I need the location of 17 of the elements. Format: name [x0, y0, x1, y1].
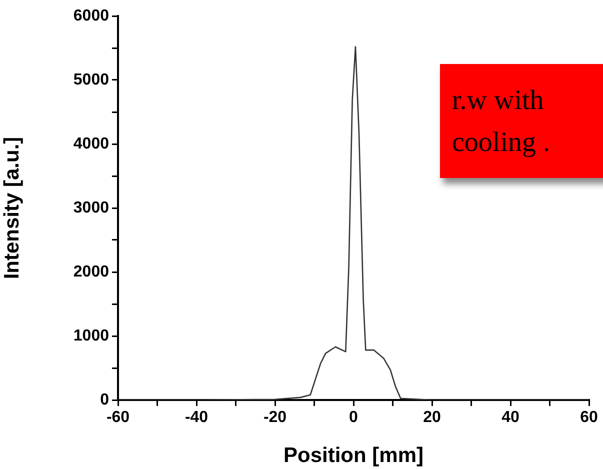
x-tick-label: 20: [423, 409, 441, 426]
x-tick-label: 40: [502, 409, 520, 426]
x-tick-label: -60: [106, 409, 130, 426]
x-tick-label: 60: [580, 409, 598, 426]
y-tick-label: 6000: [73, 7, 110, 24]
x-tick-label: -40: [184, 409, 208, 426]
y-tick-label: 0: [100, 391, 110, 408]
y-tick-label: 3000: [73, 199, 110, 216]
y-tick-label: 4000: [73, 135, 110, 152]
y-axis-title: Intensity [a.u.]: [0, 136, 24, 280]
y-tick-label: 5000: [73, 71, 110, 88]
x-tick-label: 0: [349, 409, 358, 426]
y-tick-label: 2000: [73, 263, 110, 280]
y-tick-label: 1000: [73, 327, 110, 344]
annotation: r.w with cooling .: [440, 64, 603, 178]
x-axis-title: Position [mm]: [284, 444, 424, 468]
x-tick-label: -20: [263, 409, 287, 426]
